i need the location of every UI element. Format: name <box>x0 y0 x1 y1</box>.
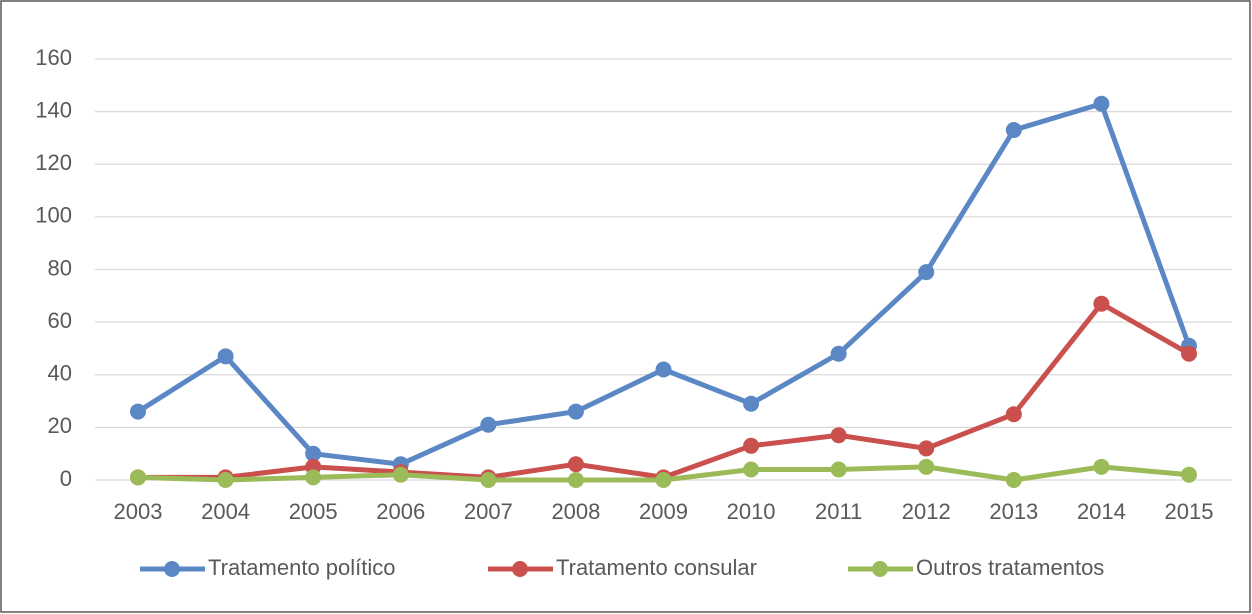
data-point <box>830 427 847 444</box>
y-tick-label: 100 <box>35 203 72 228</box>
data-point <box>1181 466 1197 483</box>
data-point <box>743 461 760 478</box>
y-tick-label: 40 <box>48 361 72 386</box>
series-line <box>136 101 1192 467</box>
x-tick-label: 2009 <box>639 499 688 524</box>
legend-label: Tratamento consular <box>556 555 757 580</box>
data-point <box>567 403 584 420</box>
data-point <box>305 469 322 486</box>
y-tick-label: 80 <box>48 255 72 280</box>
data-point <box>1093 295 1110 312</box>
data-point <box>1181 345 1197 362</box>
legend-label: Outros tratamentos <box>916 555 1104 580</box>
x-tick-label: 2008 <box>551 499 600 524</box>
data-point <box>480 472 497 488</box>
data-point <box>567 472 584 488</box>
x-tick-label: 2004 <box>201 499 250 524</box>
data-point <box>1005 472 1022 488</box>
data-point <box>918 440 935 457</box>
data-point <box>217 348 234 365</box>
data-point <box>918 264 935 281</box>
y-tick-label: 60 <box>48 308 72 333</box>
x-tick-label: 2015 <box>1165 499 1214 524</box>
y-tick-label: 160 <box>35 45 72 70</box>
data-point <box>305 445 322 462</box>
data-point <box>655 361 672 378</box>
x-tick-label: 2013 <box>989 499 1038 524</box>
y-tick-label: 140 <box>35 97 72 122</box>
data-point <box>1093 95 1110 112</box>
data-point <box>830 461 847 478</box>
x-tick-label: 2003 <box>114 499 163 524</box>
legend-marker <box>512 561 528 577</box>
legend-label: Tratamento político <box>208 555 396 580</box>
series-line <box>138 301 1191 480</box>
data-point <box>655 472 672 488</box>
data-point <box>217 472 234 488</box>
legend-marker <box>872 561 888 577</box>
data-point <box>743 395 760 412</box>
y-tick-label: 0 <box>60 466 72 491</box>
data-point <box>1005 122 1022 139</box>
x-tick-label: 2007 <box>464 499 513 524</box>
x-tick-label: 2006 <box>376 499 425 524</box>
x-tick-label: 2010 <box>727 499 776 524</box>
data-point <box>480 416 497 433</box>
data-point <box>830 345 847 362</box>
y-tick-label: 120 <box>35 150 72 175</box>
data-point <box>130 403 146 420</box>
x-tick-label: 2011 <box>815 499 862 524</box>
x-tick-label: 2014 <box>1077 499 1126 524</box>
data-point <box>567 456 584 473</box>
data-point <box>1005 406 1022 423</box>
x-tick-label: 2005 <box>289 499 338 524</box>
data-point <box>130 469 146 486</box>
data-point <box>1093 458 1110 475</box>
data-point <box>918 458 935 475</box>
data-point <box>743 437 760 454</box>
x-tick-label: 2012 <box>902 499 951 524</box>
y-tick-label: 20 <box>48 413 72 438</box>
data-point <box>392 466 409 483</box>
legend-marker <box>164 561 180 577</box>
